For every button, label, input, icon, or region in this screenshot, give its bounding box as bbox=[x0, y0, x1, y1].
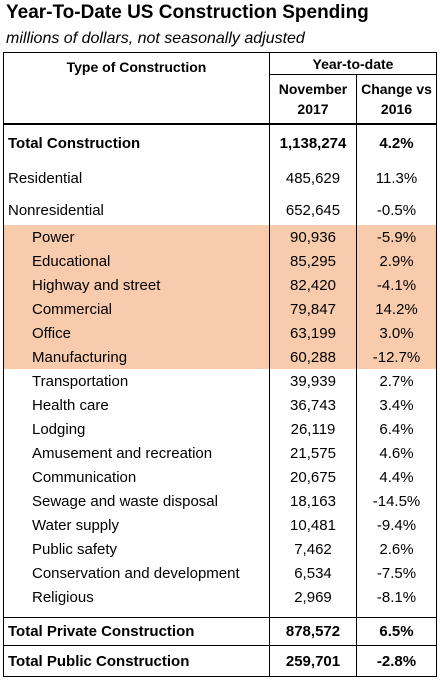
value-cell: 259,701 bbox=[269, 646, 356, 676]
table-row: Sewage and waste disposal 18,163 -14.5% bbox=[4, 489, 436, 513]
change-cell: 2.7% bbox=[356, 369, 436, 393]
table-row: Public safety 7,462 2.6% bbox=[4, 537, 436, 561]
row-label: Educational bbox=[32, 252, 111, 270]
row-label: Total Private Construction bbox=[8, 623, 195, 640]
spacer-cell bbox=[4, 609, 269, 617]
value-cell: 21,575 bbox=[269, 441, 356, 465]
title: Year-To-Date US Construction Spending bbox=[6, 2, 369, 23]
value-cell: 6,534 bbox=[269, 561, 356, 585]
spacer bbox=[4, 609, 436, 617]
column-header: November 2017 bbox=[269, 75, 356, 123]
value-cell: 36,743 bbox=[269, 393, 356, 417]
table-row: Nonresidential 652,645 -0.5% bbox=[4, 196, 436, 225]
change-cell: -5.9% bbox=[356, 225, 436, 249]
change-cell: 2.6% bbox=[356, 537, 436, 561]
row-label: Lodging bbox=[32, 420, 86, 438]
table-row: Water supply 10,481 -9.4% bbox=[4, 513, 436, 537]
table-row: Lodging 26,119 6.4% bbox=[4, 417, 436, 441]
row-label: Religious bbox=[32, 588, 94, 606]
column-header: Type of Construction bbox=[66, 59, 207, 75]
table-row: Educational 85,295 2.9% bbox=[4, 249, 436, 273]
row-label: Total Construction bbox=[8, 134, 141, 152]
change-cell: 2.9% bbox=[356, 249, 436, 273]
change-cell: 11.3% bbox=[356, 161, 436, 196]
change-cell: 14.2% bbox=[356, 297, 436, 321]
table-row: Residential 485,629 11.3% bbox=[4, 161, 436, 196]
change-cell: 3.4% bbox=[356, 393, 436, 417]
value-cell: 1,138,274 bbox=[269, 125, 356, 161]
table-row: Office 63,199 3.0% bbox=[4, 321, 436, 345]
table-row: Power 90,936 -5.9% bbox=[4, 225, 436, 249]
change-cell: 6.5% bbox=[356, 618, 436, 645]
value-cell: 82,420 bbox=[269, 273, 356, 297]
spacer-cell bbox=[269, 609, 356, 617]
table-row: Commercial 79,847 14.2% bbox=[4, 297, 436, 321]
row-label: Health care bbox=[32, 396, 109, 414]
table-row: Conservation and development 6,534 -7.5% bbox=[4, 561, 436, 585]
header-row: Type of Construction November 2017 Change … bbox=[4, 53, 436, 125]
row-label: Total Public Construction bbox=[8, 652, 190, 670]
value-cell: 26,119 bbox=[269, 417, 356, 441]
table-row: Transportation 39,939 2.7% bbox=[4, 369, 436, 393]
value-cell: 878,572 bbox=[269, 618, 356, 645]
value-cell: 85,295 bbox=[269, 249, 356, 273]
change-cell: 3.0% bbox=[356, 321, 436, 345]
change-cell: -14.5% bbox=[356, 489, 436, 513]
table: Year-to-date Type of Construction Novembe… bbox=[3, 52, 437, 677]
value-cell: 10,481 bbox=[269, 513, 356, 537]
row-label: Nonresidential bbox=[8, 202, 104, 219]
row-label: Water supply bbox=[32, 516, 119, 534]
table-row: Total Public Construction 259,701 -2.8% bbox=[4, 645, 436, 676]
table-row: Highway and street 82,420 -4.1% bbox=[4, 273, 436, 297]
value-cell: 485,629 bbox=[269, 161, 356, 196]
value-cell: 7,462 bbox=[269, 537, 356, 561]
value-cell: 652,645 bbox=[269, 196, 356, 225]
table-row: Amusement and recreation 21,575 4.6% bbox=[4, 441, 436, 465]
row-label: Transportation bbox=[32, 372, 129, 390]
table-row: Religious 2,969 -8.1% bbox=[4, 585, 436, 609]
row-label: Sewage and waste disposal bbox=[32, 492, 218, 510]
change-cell: -2.8% bbox=[356, 646, 436, 676]
row-label: Amusement and recreation bbox=[32, 444, 213, 462]
change-cell: -4.1% bbox=[356, 273, 436, 297]
change-cell: -8.1% bbox=[356, 585, 436, 609]
row-label: Highway and street bbox=[32, 276, 161, 294]
change-cell: -0.5% bbox=[356, 196, 436, 225]
group-header: Year-to-date bbox=[269, 53, 436, 75]
change-cell: 4.2% bbox=[356, 125, 436, 161]
table-row: Manufacturing 60,288 -12.7% bbox=[4, 345, 436, 369]
row-label: Communication bbox=[32, 468, 137, 486]
change-cell: 4.6% bbox=[356, 441, 436, 465]
subtitle: millions of dollars, not seasonally adju… bbox=[6, 30, 305, 47]
change-cell: -9.4% bbox=[356, 513, 436, 537]
value-cell: 20,675 bbox=[269, 465, 356, 489]
row-label: Office bbox=[32, 324, 71, 342]
value-cell: 63,199 bbox=[269, 321, 356, 345]
value-cell: 39,939 bbox=[269, 369, 356, 393]
row-label: Public safety bbox=[32, 540, 118, 558]
value-cell: 18,163 bbox=[269, 489, 356, 513]
change-cell: -7.5% bbox=[356, 561, 436, 585]
table-row: Total Private Construction 878,572 6.5% bbox=[4, 617, 436, 645]
row-label: Manufacturing bbox=[32, 348, 128, 366]
row-label: Conservation and development bbox=[32, 564, 240, 582]
spacer-cell bbox=[356, 609, 436, 617]
row-label: Power bbox=[32, 228, 75, 246]
change-cell: -12.7% bbox=[356, 345, 436, 369]
change-cell: 4.4% bbox=[356, 465, 436, 489]
table-row: Communication 20,675 4.4% bbox=[4, 465, 436, 489]
column-header: Change vs 2016 bbox=[356, 75, 436, 123]
table-row: Health care 36,743 3.4% bbox=[4, 393, 436, 417]
value-cell: 60,288 bbox=[269, 345, 356, 369]
value-cell: 79,847 bbox=[269, 297, 356, 321]
value-cell: 2,969 bbox=[269, 585, 356, 609]
table-row: Total Construction 1,138,274 4.2% bbox=[4, 125, 436, 161]
value-cell: 90,936 bbox=[269, 225, 356, 249]
row-label: Commercial bbox=[32, 300, 113, 318]
row-label: Residential bbox=[8, 170, 83, 187]
change-cell: 6.4% bbox=[356, 417, 436, 441]
